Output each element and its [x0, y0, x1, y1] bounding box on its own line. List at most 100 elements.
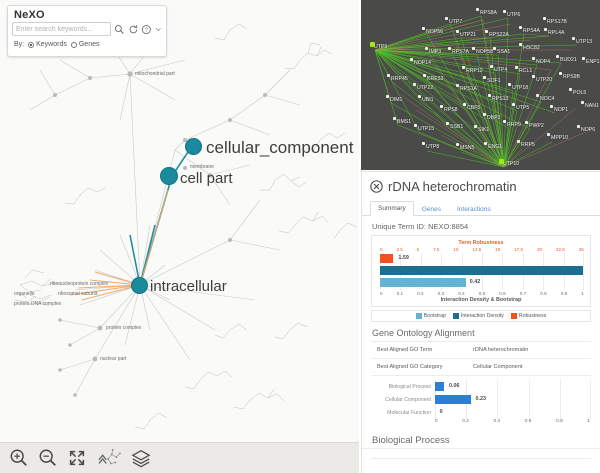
radio-genes[interactable]: Genes	[70, 41, 100, 48]
gene-node[interactable]	[483, 76, 486, 79]
gene-node[interactable]	[474, 125, 477, 128]
gene-node[interactable]	[386, 95, 389, 98]
gene-node[interactable]	[462, 66, 465, 69]
tick: 1	[581, 291, 584, 296]
gene-node[interactable]	[425, 47, 428, 50]
ontology-tree-graph[interactable]	[0, 0, 359, 473]
gene-node[interactable]	[493, 47, 496, 50]
tick: 0.8	[540, 291, 547, 296]
gene-node[interactable]	[572, 37, 575, 40]
gene-interaction-network[interactable]: UTP9 NOP56 UTP7 RPS8A UTP6 RPS17B UTP21 RPS22A R…	[361, 0, 600, 170]
refresh-icon[interactable]	[128, 24, 139, 35]
gene-node[interactable]	[582, 57, 585, 60]
legend-swatch	[510, 313, 517, 319]
gene-node[interactable]	[414, 124, 417, 127]
tick: 0.2	[417, 291, 424, 296]
gene-node[interactable]	[422, 142, 425, 145]
ontology-tree-panel[interactable]: cellular_component cell part intracellul…	[0, 0, 359, 473]
gene-node[interactable]	[472, 47, 475, 50]
tab-genes[interactable]: Genes	[421, 206, 441, 213]
gene-node[interactable]	[512, 103, 515, 106]
gene-node[interactable]	[499, 159, 504, 164]
gene-node[interactable]	[581, 101, 584, 104]
ontology-node-intracellular[interactable]	[131, 277, 148, 294]
graph-toolbar[interactable]	[0, 442, 359, 473]
gene-node[interactable]	[503, 10, 506, 13]
gene-node[interactable]	[556, 55, 559, 58]
gene-node[interactable]	[532, 57, 535, 60]
gene-node[interactable]	[456, 84, 459, 87]
gene-node[interactable]	[418, 95, 421, 98]
gene-node[interactable]	[456, 30, 459, 33]
gene-node[interactable]	[544, 28, 547, 31]
gene-node[interactable]	[413, 83, 416, 86]
tab-summary[interactable]: Summary	[370, 201, 414, 216]
layers-icon[interactable]	[131, 448, 151, 468]
ontology-node-cellular-component[interactable]	[185, 138, 202, 155]
zoom-out-icon[interactable]	[38, 448, 58, 468]
search-panel[interactable]: NeXO ? By:	[7, 5, 167, 57]
gene-node[interactable]	[519, 43, 522, 46]
detail-tabs[interactable]: Summary Genes Interactions	[362, 200, 600, 216]
gene-node[interactable]	[463, 103, 466, 106]
gene-node[interactable]	[485, 30, 488, 33]
fit-screen-icon[interactable]	[67, 448, 87, 468]
gene-node[interactable]	[483, 113, 486, 116]
tick: 0.4	[458, 291, 465, 296]
gene-node[interactable]	[488, 94, 491, 97]
tick: 0.6	[499, 291, 506, 296]
gene-node[interactable]	[550, 105, 553, 108]
radio-keywords[interactable]: Keywords	[28, 41, 67, 48]
gene-node[interactable]	[484, 142, 487, 145]
gene-node[interactable]	[559, 72, 562, 75]
gene-node[interactable]	[508, 83, 511, 86]
term-detail-panel[interactable]: rDNA heterochromatin Summary Genes Inter…	[361, 171, 600, 473]
bar-bootstrap	[380, 278, 466, 287]
tick: 17.5	[514, 247, 524, 252]
search-row[interactable]: ?	[8, 22, 166, 36]
gene-node[interactable]	[525, 121, 528, 124]
gene-node[interactable]	[519, 26, 522, 29]
gene-node[interactable]	[543, 17, 546, 20]
radio-keywords-dot	[28, 41, 35, 48]
gene-node[interactable]	[476, 8, 479, 11]
gene-node[interactable]	[445, 17, 448, 20]
gene-node[interactable]	[536, 94, 539, 97]
gene-node[interactable]	[490, 65, 493, 68]
chart-bottom-title: Interaction Density & Bootstrap	[440, 297, 522, 303]
zoom-in-icon[interactable]	[9, 448, 29, 468]
go-row-cellular-component: Cellular Component 0.23	[371, 393, 592, 406]
gene-node[interactable]	[370, 42, 375, 47]
term-id-text: Unique Term ID: NEXO:8854	[372, 222, 469, 231]
gene-node[interactable]	[532, 75, 535, 78]
gene-node[interactable]	[440, 105, 443, 108]
help-icon[interactable]: ?	[141, 24, 152, 35]
gene-node[interactable]	[569, 88, 572, 91]
tick: 0.8	[556, 419, 563, 424]
gene-node[interactable]	[422, 27, 425, 30]
gene-node[interactable]	[517, 140, 520, 143]
search-icon[interactable]	[114, 24, 125, 35]
gene-node[interactable]	[577, 125, 580, 128]
gene-node[interactable]	[515, 66, 518, 69]
tick: 1	[587, 419, 590, 424]
gene-node[interactable]	[547, 133, 550, 136]
gene-node[interactable]	[448, 47, 451, 50]
gene-node[interactable]	[456, 143, 459, 146]
radio-genes-label: Genes	[78, 41, 100, 48]
bar-row-bootstrap: 0.42	[380, 277, 584, 288]
tick: 0.9	[560, 291, 568, 296]
search-input[interactable]	[12, 22, 111, 36]
ontology-node-cell-part[interactable]	[160, 167, 178, 185]
gene-node[interactable]	[387, 74, 390, 77]
gene-node[interactable]	[423, 74, 426, 77]
collapse-icon[interactable]	[96, 448, 122, 468]
chevron-down-icon[interactable]	[155, 24, 162, 35]
gene-node[interactable]	[410, 58, 413, 61]
tab-interactions[interactable]: Interactions	[456, 206, 491, 213]
gene-node[interactable]	[503, 120, 506, 123]
close-circle-icon[interactable]	[370, 180, 383, 193]
gene-node[interactable]	[393, 117, 396, 120]
gene-node[interactable]	[446, 122, 449, 125]
search-by-row[interactable]: By: Keywords Genes	[8, 36, 166, 48]
